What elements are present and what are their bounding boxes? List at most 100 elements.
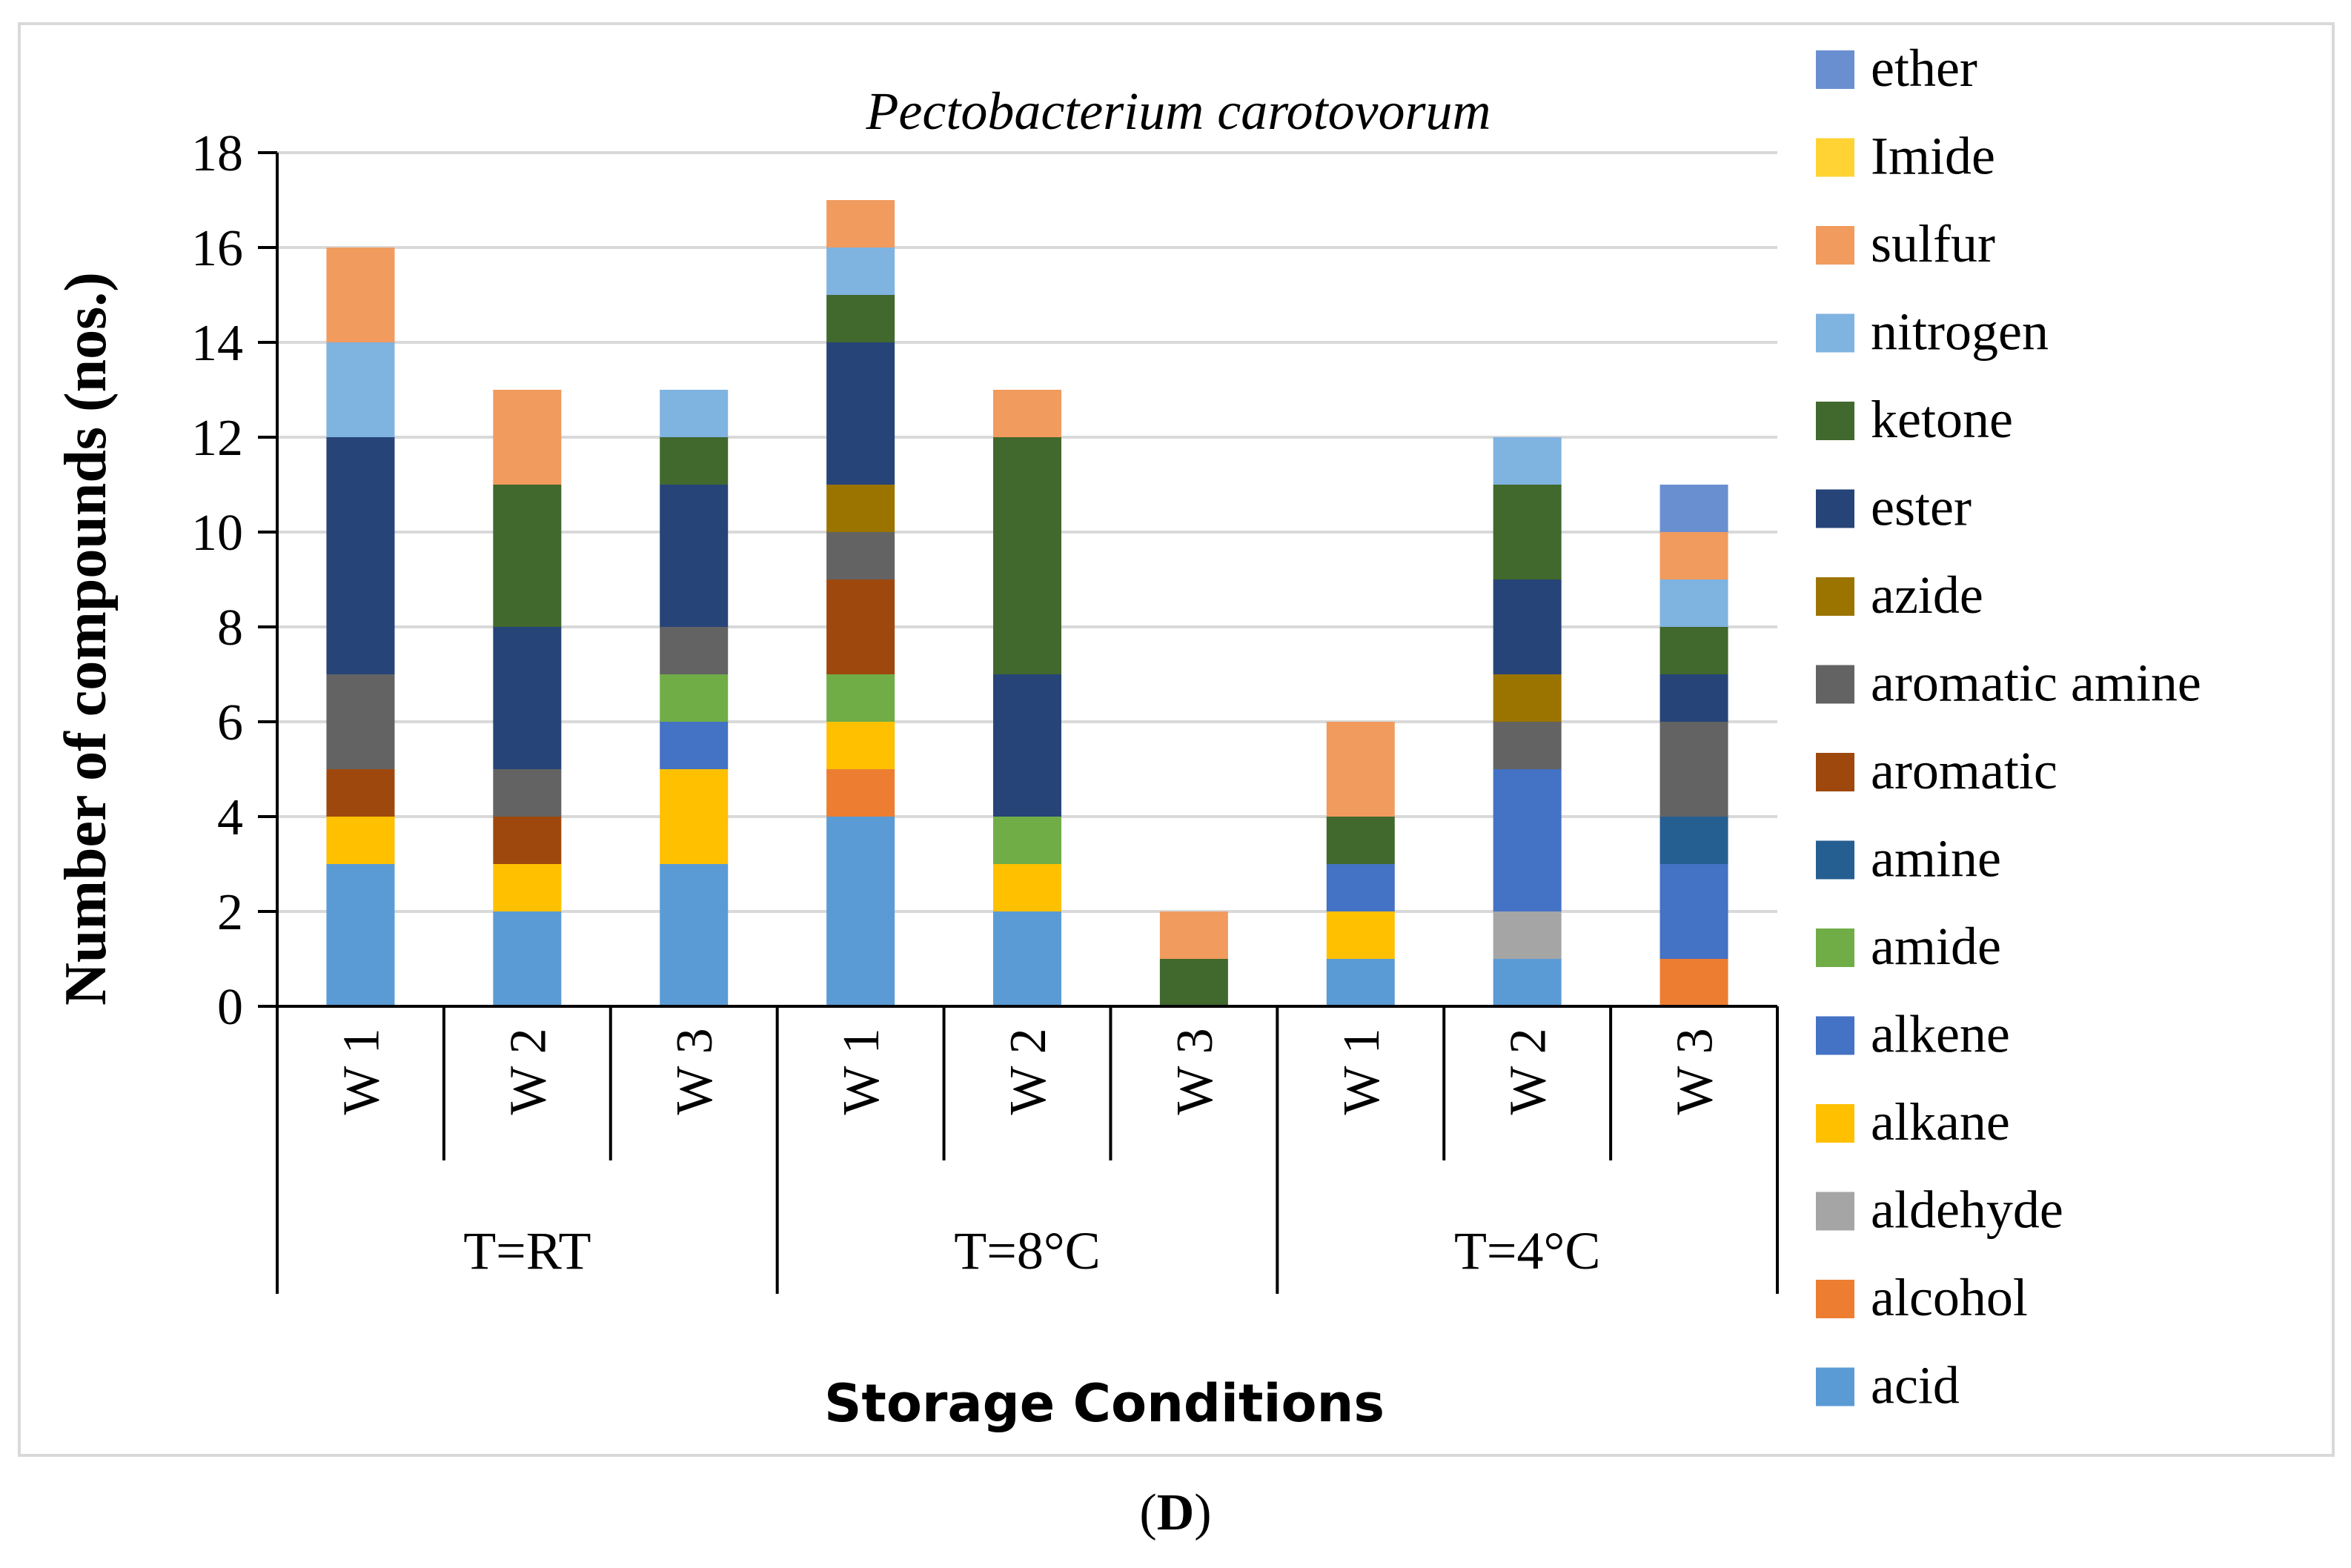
bar-segment-sulfur bbox=[826, 200, 895, 248]
legend-swatch-amine bbox=[1816, 840, 1854, 880]
legend-swatch-ester bbox=[1816, 489, 1854, 528]
bar-segment-amine bbox=[1659, 817, 1728, 864]
bar-segment-sulfur bbox=[493, 390, 562, 485]
legend-swatch-alkane bbox=[1816, 1104, 1854, 1143]
y-tick-label: 2 bbox=[217, 884, 243, 941]
bar-segment-aromatic bbox=[826, 579, 895, 674]
legend-swatch-acid bbox=[1816, 1367, 1854, 1406]
legend-swatch-azide bbox=[1816, 577, 1854, 616]
y-tick-label: 12 bbox=[191, 410, 243, 467]
bar-segment-azide bbox=[1493, 674, 1562, 722]
figure-label: (D) bbox=[1139, 1484, 1211, 1541]
bar-segment-alkane bbox=[493, 864, 562, 911]
legend-swatch-Imide bbox=[1816, 138, 1854, 177]
bar-segment-nitrogen bbox=[326, 342, 395, 437]
bar-segment-ketone bbox=[993, 437, 1061, 674]
bar-segment-sulfur bbox=[1159, 911, 1228, 959]
bar-segment-acid bbox=[660, 864, 729, 1006]
bar-segment-aromatic-amine bbox=[826, 532, 895, 579]
legend-label: alkene bbox=[1871, 1005, 2010, 1064]
legend-swatch-ether bbox=[1816, 50, 1854, 89]
bar-segment-ketone bbox=[660, 437, 729, 485]
bar-segment-nitrogen bbox=[1493, 437, 1562, 485]
bar-segment-amide bbox=[826, 674, 895, 722]
bar-segment-acid bbox=[1326, 959, 1395, 1006]
y-axis-label: Number of compounds (nos.) bbox=[53, 272, 119, 1006]
bar-segment-alkene bbox=[660, 722, 729, 769]
bar-segment-acid bbox=[326, 864, 395, 1006]
bar-segment-alkane bbox=[660, 769, 729, 864]
bar-segment-nitrogen bbox=[660, 390, 729, 437]
y-tick-label: 16 bbox=[191, 220, 243, 277]
bar-segment-acid bbox=[1493, 959, 1562, 1006]
bar-segment-aromatic bbox=[493, 817, 562, 864]
bar-segment-alkane bbox=[826, 722, 895, 769]
legend-label: ether bbox=[1871, 39, 1977, 98]
y-tick-label: 4 bbox=[217, 789, 243, 846]
legend-label: amide bbox=[1871, 917, 2001, 976]
bar-segment-aldehyde bbox=[1493, 911, 1562, 959]
x-tick-label: W 1 bbox=[833, 1028, 890, 1114]
bar-segment-alkene bbox=[1659, 864, 1728, 959]
x-tick-label: W 3 bbox=[666, 1028, 723, 1114]
legend-swatch-alcohol bbox=[1816, 1280, 1854, 1318]
x-tick-label: W 1 bbox=[333, 1028, 390, 1114]
group-label: T=RT bbox=[463, 1221, 591, 1280]
y-tick-label: 0 bbox=[217, 979, 243, 1036]
bar-segment-alkane bbox=[326, 817, 395, 864]
legend-label: azide bbox=[1871, 565, 1983, 625]
group-label: T=8°C bbox=[954, 1221, 1100, 1280]
bar-segment-sulfur bbox=[993, 390, 1061, 437]
y-tick-label: 18 bbox=[191, 125, 243, 182]
bar-segment-ester bbox=[993, 674, 1061, 817]
bar-segment-alkane bbox=[1326, 911, 1395, 959]
bar-segment-amide bbox=[660, 674, 729, 722]
legend-swatch-amide bbox=[1816, 928, 1854, 967]
legend-label: aldehyde bbox=[1871, 1180, 2063, 1240]
y-tick-label: 8 bbox=[217, 599, 243, 657]
bar-segment-ketone bbox=[826, 295, 895, 342]
bar-segment-aromatic-amine bbox=[1493, 722, 1562, 769]
bars bbox=[326, 200, 1728, 1006]
x-tick-label: W 2 bbox=[500, 1028, 557, 1114]
bar-segment-alkene bbox=[1493, 769, 1562, 911]
legend-swatch-aromatic-amine bbox=[1816, 665, 1854, 704]
legend-label: sulfur bbox=[1871, 214, 1995, 273]
legend: ether Imide sulfur nitrogen ketone ester azide… bbox=[1816, 39, 2201, 1415]
legend-label: alkane bbox=[1871, 1092, 2010, 1152]
bar-segment-alkene bbox=[1326, 864, 1395, 911]
y-tick-label: 14 bbox=[191, 315, 243, 372]
y-tick-label: 10 bbox=[191, 505, 243, 562]
bar-segment-nitrogen bbox=[826, 248, 895, 295]
bar-segment-sulfur bbox=[1659, 532, 1728, 579]
bar-segment-acid bbox=[826, 817, 895, 1006]
group-label: T=4°C bbox=[1454, 1221, 1600, 1280]
bar-segment-ketone bbox=[1493, 485, 1562, 579]
bar-segment-amide bbox=[993, 817, 1061, 864]
figure-label-open: ( bbox=[1139, 1484, 1156, 1541]
figure-label-close: ) bbox=[1194, 1484, 1211, 1541]
bar-segment-ketone bbox=[1659, 627, 1728, 674]
bar-segment-ester bbox=[1493, 579, 1562, 674]
bar-segment-aromatic-amine bbox=[1659, 722, 1728, 817]
bar-segment-azide bbox=[826, 485, 895, 532]
legend-swatch-aldehyde bbox=[1816, 1192, 1854, 1231]
x-tick-label: W 2 bbox=[1500, 1028, 1557, 1114]
x-tick-label: W 2 bbox=[1000, 1028, 1057, 1114]
x-tick-label: W 3 bbox=[1167, 1028, 1224, 1114]
bar-segment-ester bbox=[660, 485, 729, 627]
bar-segment-sulfur bbox=[326, 248, 395, 342]
legend-swatch-alkene bbox=[1816, 1016, 1854, 1055]
chart-frame bbox=[18, 22, 2335, 1457]
x-axis-label: Storage Conditions bbox=[824, 1373, 1385, 1434]
legend-label: ketone bbox=[1871, 390, 2013, 449]
bar-segment-alcohol bbox=[826, 769, 895, 817]
legend-swatch-nitrogen bbox=[1816, 313, 1854, 353]
y-tick-label: 6 bbox=[217, 694, 243, 751]
bar-segment-aromatic-amine bbox=[326, 674, 395, 769]
x-tick-label: W 3 bbox=[1667, 1028, 1724, 1114]
figure-label-letter: D bbox=[1157, 1484, 1195, 1541]
legend-label: ester bbox=[1871, 478, 1972, 537]
